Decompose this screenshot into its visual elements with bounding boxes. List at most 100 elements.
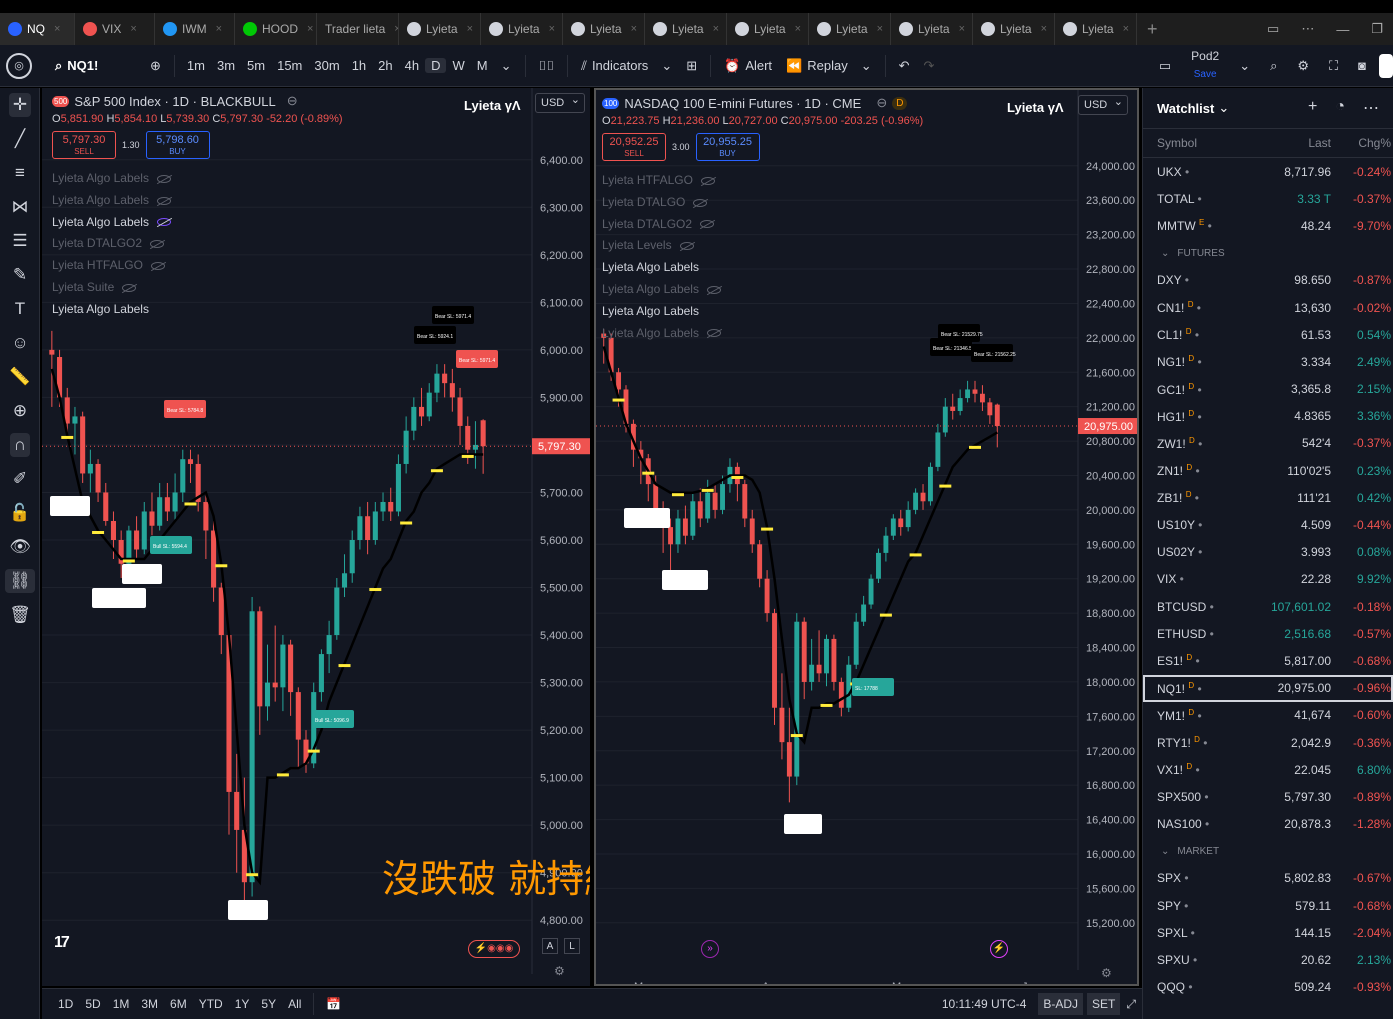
currency-select[interactable]: USD: [1078, 95, 1128, 115]
layout-name-button[interactable]: Pod2 Save: [1184, 50, 1226, 81]
browser-tab[interactable]: HOOD ×: [235, 13, 317, 45]
watchlist-section-header[interactable]: ⌄ FUTURES: [1143, 240, 1393, 267]
pane-title[interactable]: NASDAQ 100 E-mini Futures · 1D · CME: [624, 95, 862, 111]
watchlist-row[interactable]: BTCUSD • 107,601.02 -0.18%: [1143, 593, 1393, 620]
sell-button[interactable]: 5,797.30 SELL: [52, 131, 116, 159]
prediction-tool-icon[interactable]: ☰: [12, 231, 28, 250]
interval-3m-button[interactable]: 3m: [216, 58, 236, 73]
watchlist-row[interactable]: QQQ • 509.24 -0.93%: [1143, 974, 1393, 1001]
range-5d-button[interactable]: 5D: [85, 997, 101, 1011]
symbol-search-button[interactable]: ⌕ NQ1!: [48, 58, 143, 74]
watchlist-title[interactable]: Watchlist: [1157, 100, 1215, 116]
tab-close-icon[interactable]: ×: [307, 23, 314, 35]
interval-dropdown-icon[interactable]: ⌄: [500, 57, 512, 73]
watchlist-row[interactable]: ZN1! D • 110'02'5 0.23%: [1143, 457, 1393, 484]
brush-tool-icon[interactable]: ✎: [12, 265, 28, 284]
sell-button[interactable]: 20,952.25 SELL: [602, 133, 666, 161]
hidden-eye-icon[interactable]: [679, 242, 694, 251]
watchlist-row[interactable]: ZB1! D • 111'21 0.42%: [1143, 484, 1393, 511]
redo-button[interactable]: ↷: [923, 57, 935, 73]
indicator-legend-item[interactable]: Lyieta Algo Labels: [602, 257, 721, 279]
column-symbol[interactable]: Symbol: [1157, 136, 1198, 150]
interval-m-button[interactable]: M: [476, 58, 488, 73]
browser-tab[interactable]: NQ ×: [0, 13, 75, 45]
tab-close-icon[interactable]: ×: [1122, 23, 1130, 35]
browser-tab[interactable]: IWM ×: [155, 13, 235, 45]
hidden-eye-icon[interactable]: [156, 218, 171, 227]
auto-scale-button[interactable]: A: [542, 938, 558, 954]
watchlist-row[interactable]: SPX • 5,802.83 -0.67%: [1143, 865, 1393, 892]
tab-close-icon[interactable]: ×: [712, 23, 720, 35]
browser-tab[interactable]: Lyieta ×: [645, 13, 727, 45]
replay-button[interactable]: ⏪ Replay ⌄: [779, 58, 879, 74]
hidden-eye-icon[interactable]: [122, 283, 137, 292]
hidden-eye-icon[interactable]: [700, 176, 715, 185]
tab-close-icon[interactable]: ×: [548, 23, 556, 35]
column-change[interactable]: Chg%: [1358, 136, 1391, 150]
monitor-icon[interactable]: ▭: [1267, 21, 1280, 36]
interval-d-button[interactable]: D: [425, 58, 447, 73]
browser-tab[interactable]: Lyieta ×: [727, 13, 809, 45]
browser-tab[interactable]: Lyieta ×: [973, 13, 1055, 45]
range-all-button[interactable]: All: [288, 997, 302, 1011]
watchlist-row[interactable]: ES1! D • 5,817.00 -0.68%: [1143, 647, 1393, 674]
trash-icon[interactable]: 🗑: [9, 605, 31, 624]
hidden-eye-icon[interactable]: [706, 285, 721, 294]
interval-4h-button[interactable]: 4h: [404, 58, 420, 73]
indicator-legend-item[interactable]: Lyieta DTALGO2: [602, 214, 721, 236]
pattern-tool-icon[interactable]: ⋈: [11, 197, 29, 216]
browser-tab[interactable]: Trader lieta ×: [317, 13, 399, 45]
browser-tab[interactable]: Lyieta ×: [809, 13, 891, 45]
browser-tab[interactable]: Lyieta ×: [481, 13, 563, 45]
magnet-tool-icon[interactable]: ∩: [0, 428, 40, 462]
range-6m-button[interactable]: 6M: [170, 997, 187, 1011]
browser-tab[interactable]: Lyieta ×: [1055, 13, 1137, 45]
interval-5m-button[interactable]: 5m: [247, 58, 266, 73]
watchlist-row[interactable]: CL1! D • 61.53 0.54%: [1143, 321, 1393, 348]
range-1d-button[interactable]: 1D: [58, 997, 74, 1011]
watchlist-row[interactable]: DXY • 98.650 -0.87%: [1143, 267, 1393, 294]
compare-symbol-button[interactable]: ⊕: [150, 57, 161, 73]
hidden-eye-icon[interactable]: [150, 240, 165, 249]
dividends-event-icon[interactable]: ⚡: [990, 940, 1008, 958]
timezone-clock[interactable]: 10:11:49 UTC-4: [941, 997, 1027, 1011]
economic-events-icon[interactable]: »: [701, 940, 719, 958]
chart-pane-nq[interactable]: 24,000.00 23,600.00 23,200.00 22,800.00 22,4…: [594, 88, 1139, 986]
range-ytd-button[interactable]: YTD: [198, 997, 223, 1011]
indicator-legend-item[interactable]: Lyieta Algo Labels: [602, 323, 721, 345]
chart-canvas-spx[interactable]: 6,400.00 6,300.00 6,200.00 6,100.00 6,000.00…: [42, 88, 590, 986]
tab-close-icon[interactable]: ×: [1040, 23, 1048, 35]
watchlist-row[interactable]: CN1! D • 13,630 -0.02%: [1143, 294, 1393, 321]
hidden-eye-icon[interactable]: [706, 329, 721, 338]
tab-close-icon[interactable]: ×: [215, 23, 223, 35]
more-options-icon[interactable]: ⋯: [1363, 100, 1379, 117]
tab-close-icon[interactable]: ×: [630, 23, 638, 35]
indicator-legend-item[interactable]: Lyieta HTFALGO: [52, 255, 171, 277]
crosshair-tool-icon[interactable]: ✛: [0, 88, 40, 122]
indicator-legend-item[interactable]: Lyieta Levels: [602, 235, 721, 257]
watchlist-row[interactable]: US02Y • 3.993 0.08%: [1143, 539, 1393, 566]
watchlist-row[interactable]: RTY1! D • 2,042.9 -0.36%: [1143, 729, 1393, 756]
layouts-grid-button[interactable]: ⊞: [686, 57, 698, 73]
publish-button[interactable]: [1379, 53, 1393, 78]
watchlist-row[interactable]: ZW1! D • 542'4 -0.37%: [1143, 430, 1393, 457]
ruler-tool-icon[interactable]: 📏: [9, 367, 31, 386]
indicator-legend-item[interactable]: Lyieta Algo Labels: [52, 190, 171, 212]
hidden-eye-icon[interactable]: [700, 220, 715, 229]
interval-15m-button[interactable]: 15m: [277, 58, 303, 73]
advanced-view-icon[interactable]: ◔: [1335, 98, 1345, 115]
chinese-annotation-text[interactable]: 沒跌破 就持續向上: [382, 857, 590, 901]
chart-pane-spx[interactable]: 6,400.00 6,300.00 6,200.00 6,100.00 6,000.00…: [42, 88, 590, 986]
camera-icon[interactable]: ◙: [1358, 58, 1366, 73]
hidden-eye-icon[interactable]: [156, 196, 171, 205]
interval-30m-button[interactable]: 30m: [314, 58, 340, 73]
interval-2h-button[interactable]: 2h: [378, 58, 393, 73]
tradingview-logo-icon[interactable]: ◎: [6, 52, 32, 79]
buy-button[interactable]: 20,955.25 BUY: [695, 133, 760, 161]
pane-title[interactable]: S&P 500 Index · 1D · BLACKBULL: [74, 93, 276, 109]
scale-settings-gear-icon[interactable]: ⚙: [1101, 966, 1112, 980]
interval-w-button[interactable]: W: [452, 58, 465, 73]
lock-icon[interactable]: 🔓: [9, 503, 31, 522]
watchlist-row[interactable]: ETHUSD • 2,516.68 -0.57%: [1143, 620, 1393, 647]
interval-1m-button[interactable]: 1m: [186, 58, 205, 73]
